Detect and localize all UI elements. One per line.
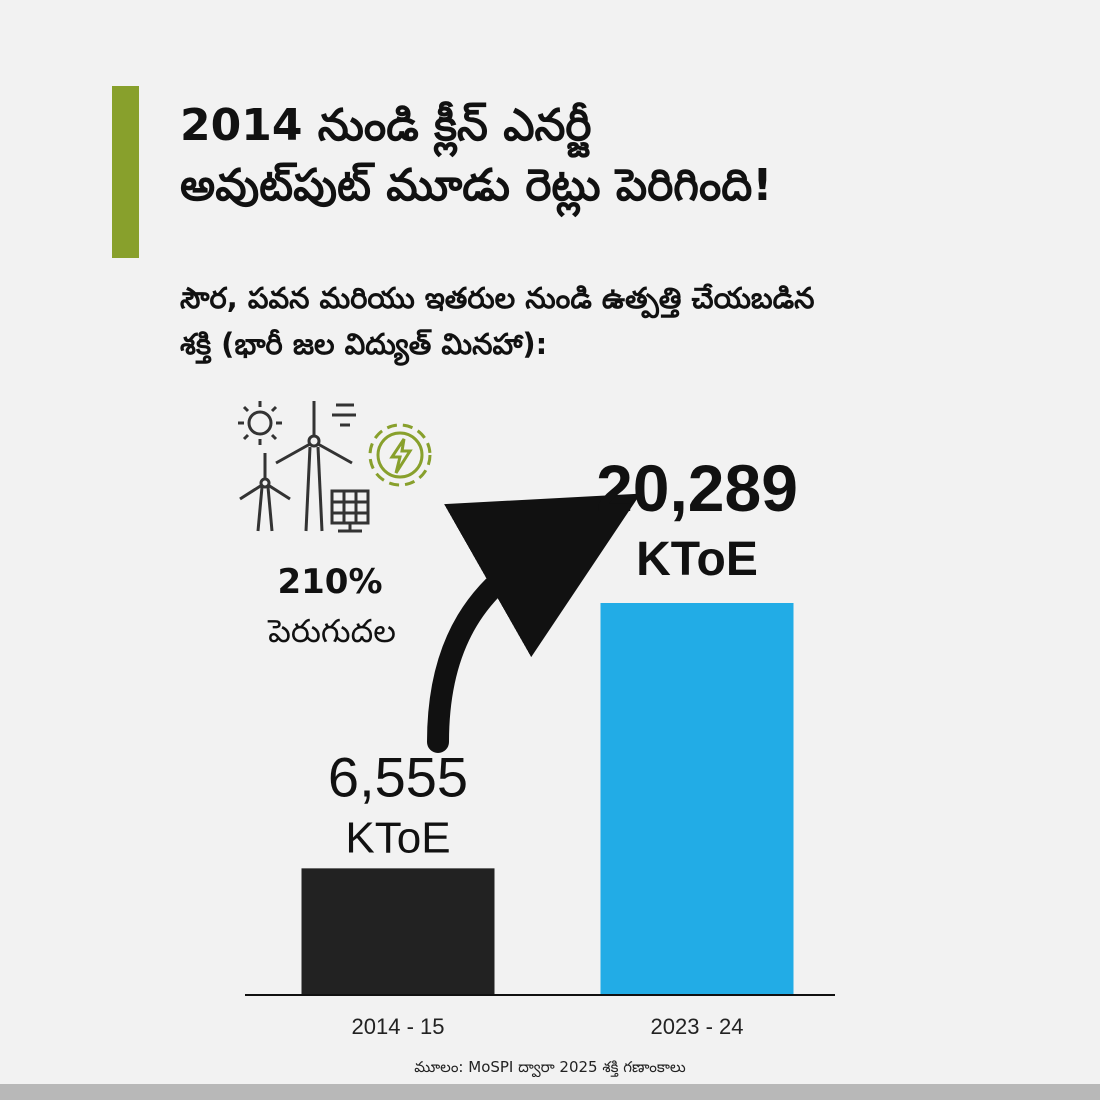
- title-line-2: అవుట్‌పుట్ మూడు రెట్లు పెరిగింది!: [180, 160, 773, 211]
- subtitle-line-2: శక్తి (భారీ జల విద్యుత్ మినహా):: [180, 327, 548, 361]
- bar-unit-label-0: KToE: [345, 813, 450, 862]
- bar-unit-label-1: KToE: [636, 533, 758, 586]
- bar-value-label-0: 6,555: [328, 745, 468, 808]
- wind-turbine-icon: [275, 401, 353, 532]
- page-subtitle: సౌర, పవన మరియు ఇతరుల నుండి ఉత్పత్తి చేయబ…: [180, 275, 1040, 367]
- footer-band: [0, 1084, 1100, 1100]
- source-note: మూలం: MoSPI ద్వారా 2025 శక్తి గణాంకాలు: [414, 1058, 686, 1076]
- title-line-1: 2014 నుండి క్లీన్ ఎనర్జీ: [180, 100, 592, 151]
- growth-label: పెరుగుదల: [268, 612, 396, 650]
- x-tick-label-0: 2014 - 15: [352, 1014, 445, 1039]
- bar-1: [600, 603, 794, 995]
- x-tick-label-1: 2023 - 24: [651, 1014, 744, 1039]
- page-title: 2014 నుండి క్లీన్ ఎనర్జీ అవుట్‌పుట్ మూడు…: [180, 96, 1040, 216]
- bar-0: [301, 868, 495, 995]
- renewable-energy-illustration: [238, 401, 432, 533]
- bar-value-label-1: 20,289: [596, 451, 798, 525]
- wind-turbine-icon: [239, 453, 291, 532]
- growth-percent: 210%: [277, 562, 383, 602]
- subtitle-line-1: సౌర, పవన మరియు ఇతరుల నుండి ఉత్పత్తి చేయబ…: [180, 281, 815, 315]
- energy-gear-icon: [368, 423, 432, 487]
- wind-icon: [332, 403, 356, 427]
- solar-panel-icon: [330, 489, 370, 533]
- sun-icon: [238, 401, 282, 445]
- growth-arrow-icon: [427, 493, 641, 753]
- accent-bar: [112, 86, 139, 258]
